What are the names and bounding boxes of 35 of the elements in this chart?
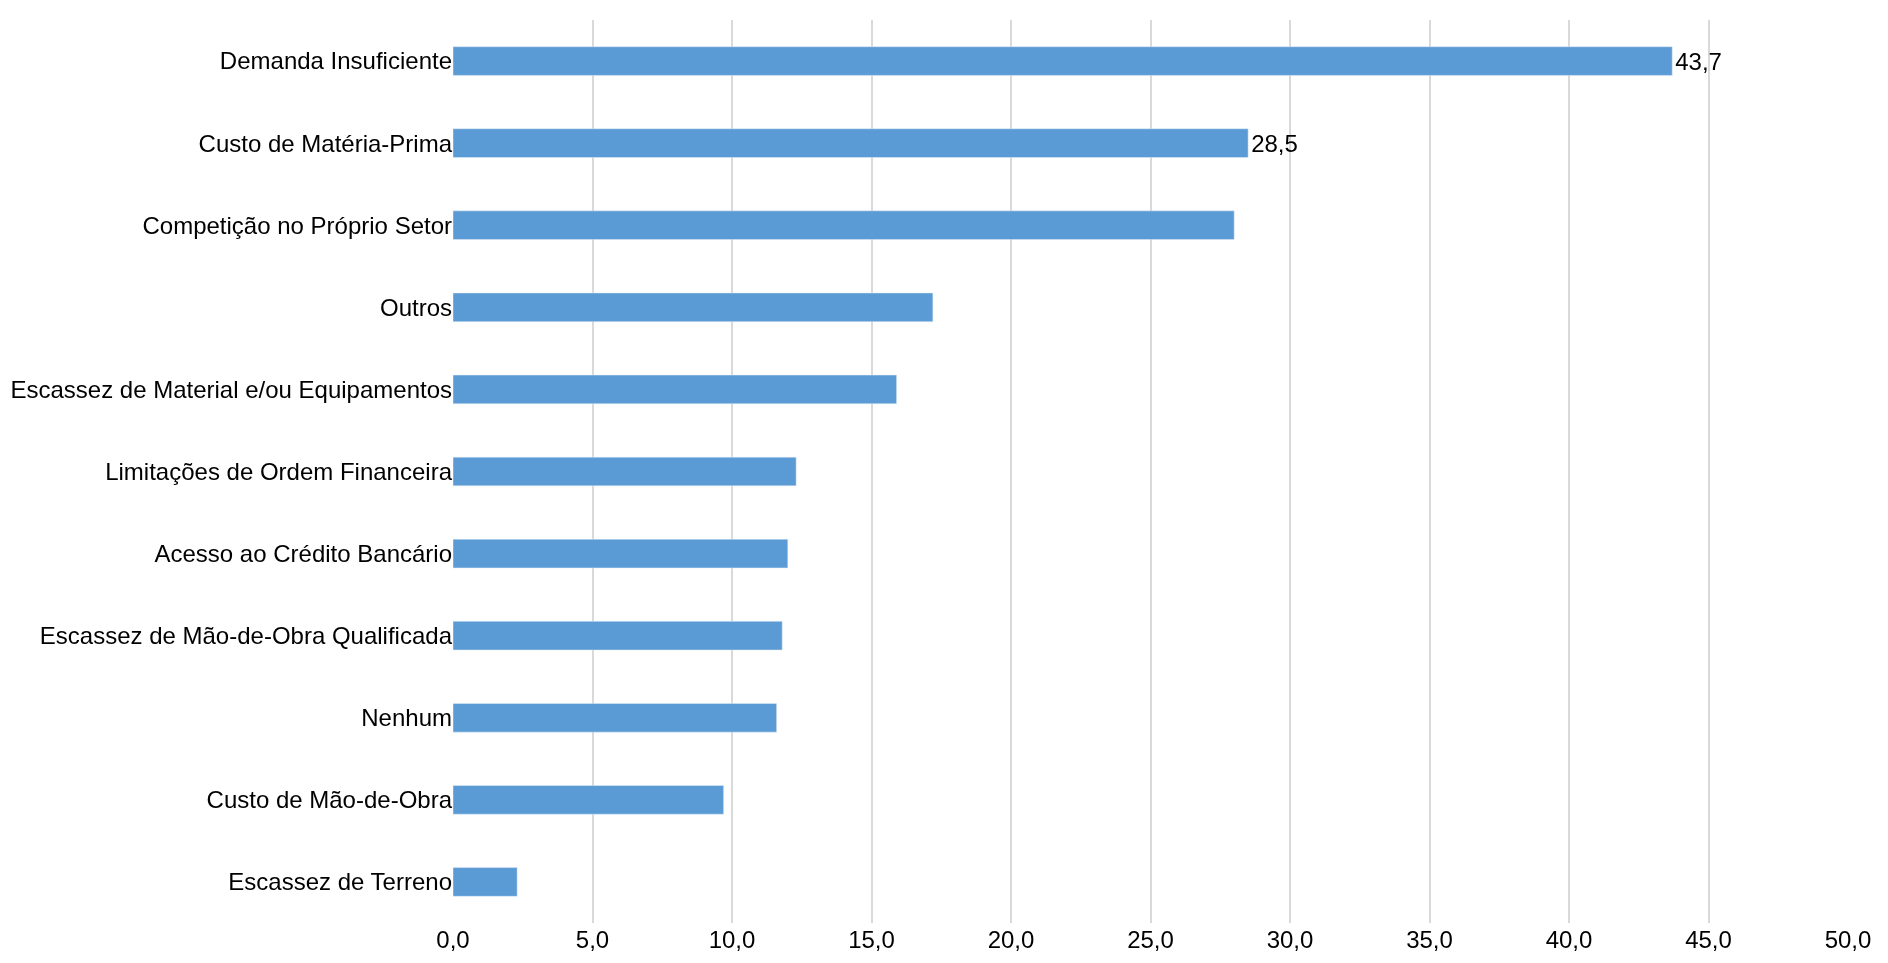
y-tick-label: Escassez de Material e/ou Equipamentos <box>10 375 452 403</box>
bar <box>453 621 783 651</box>
bar <box>453 210 1235 240</box>
bar <box>453 292 934 322</box>
bar <box>453 785 724 815</box>
y-tick-label: Custo de Mão-de-Obra <box>206 786 453 814</box>
bar <box>453 374 897 405</box>
bar <box>453 867 518 897</box>
x-tick-label: 20,0 <box>987 926 1035 953</box>
x-tick-label: 35,0 <box>1406 926 1453 953</box>
x-tick-label: 30,0 <box>1266 926 1314 953</box>
data-label: 43,7 <box>1675 47 1722 75</box>
y-tick-label: Custo de Matéria-Prima <box>198 129 453 157</box>
x-tick-label: 0,0 <box>436 926 470 953</box>
y-tick-label: Escassez de Terreno <box>228 868 452 896</box>
y-tick-label: Limitações de Ordem Financeira <box>105 457 453 485</box>
bar <box>453 703 777 733</box>
y-tick-label: Acesso ao Crédito Bancário <box>154 539 452 567</box>
x-tick-label: 50,0 <box>1824 926 1872 953</box>
x-tick-label: 45,0 <box>1685 926 1732 953</box>
bar <box>453 538 789 569</box>
data-label: 28,5 <box>1251 129 1298 157</box>
x-tick-label: 15,0 <box>848 926 895 953</box>
y-tick-label: Nenhum <box>361 704 452 732</box>
bar <box>453 128 1249 158</box>
x-tick-label: 25,0 <box>1127 926 1174 953</box>
bar <box>453 46 1673 76</box>
x-tick-label: 40,0 <box>1545 926 1593 953</box>
bar <box>453 456 797 487</box>
y-tick-label: Outros <box>379 293 452 321</box>
x-tick-label: 5,0 <box>575 926 610 953</box>
x-tick-label: 10,0 <box>708 926 756 953</box>
y-tick-label: Competição no Próprio Setor <box>142 211 452 239</box>
y-tick-label: Demanda Insuficiente <box>219 47 452 75</box>
y-tick-label: Escassez de Mão-de-Obra Qualificada <box>39 622 453 650</box>
